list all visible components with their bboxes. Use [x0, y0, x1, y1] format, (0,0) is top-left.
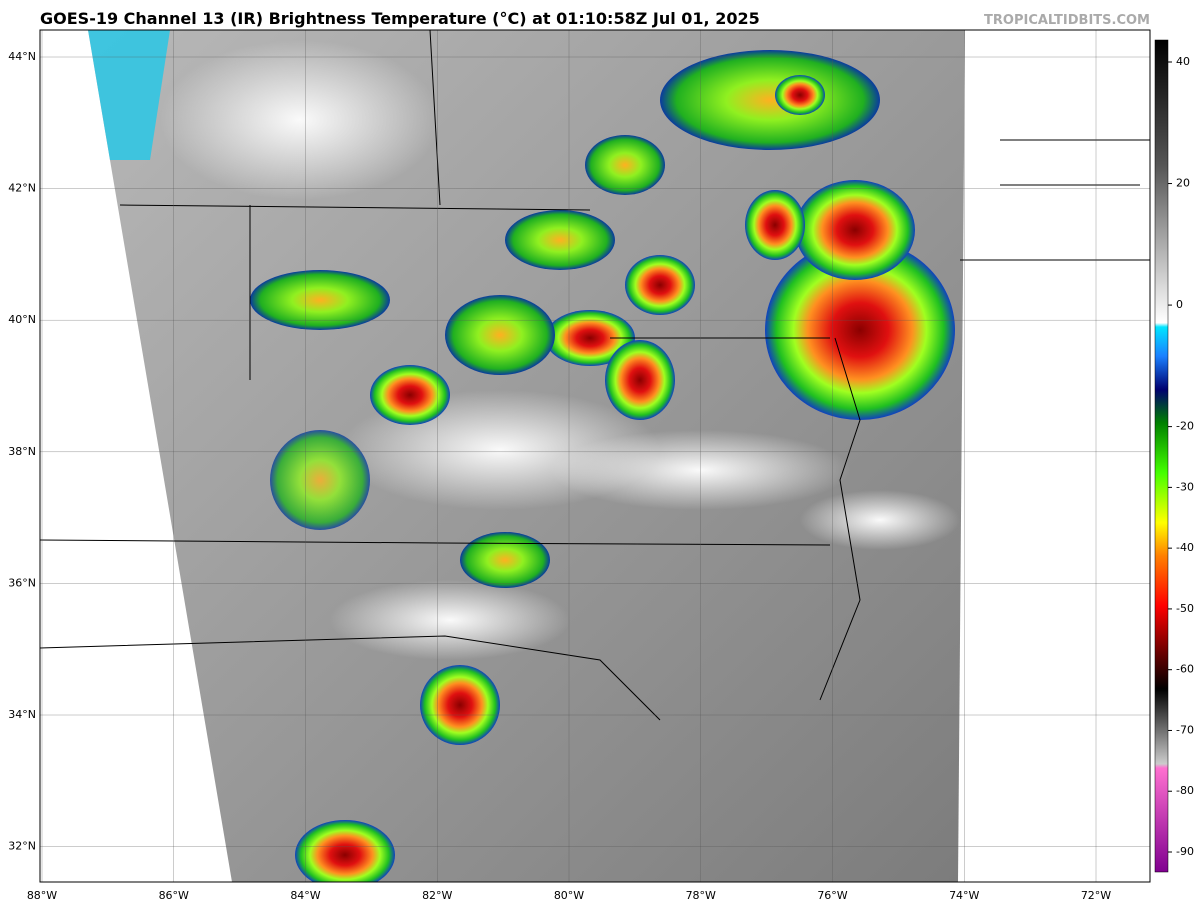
- lon-label: 72°W: [1081, 889, 1111, 902]
- imagery: [88, 30, 965, 882]
- colorbar-label: 20: [1176, 177, 1190, 190]
- colorbar-label: -20: [1176, 420, 1194, 433]
- colorbar: [1154, 39, 1169, 873]
- colorbar-label: -90: [1176, 845, 1194, 858]
- boundaries: [40, 30, 1150, 721]
- colorbar-label: 0: [1176, 298, 1183, 311]
- lon-label: 74°W: [949, 889, 979, 902]
- lat-label: 32°N: [8, 840, 36, 853]
- colorbar-label: -60: [1176, 663, 1194, 676]
- lat-label: 42°N: [8, 182, 36, 195]
- colorbar-label: -70: [1176, 723, 1194, 736]
- title: GOES-19 Channel 13 (IR) Brightness Tempe…: [40, 9, 760, 28]
- colorbar-label: -80: [1176, 784, 1194, 797]
- lon-label: 84°W: [290, 889, 320, 902]
- colorbar-label: 40: [1176, 55, 1190, 68]
- lon-label: 86°W: [159, 889, 189, 902]
- lon-label: 78°W: [686, 889, 716, 902]
- map-frame: [39, 29, 1151, 883]
- colorbar-label: -30: [1176, 480, 1194, 493]
- site-watermark: TROPICALTIDBITS.COM: [984, 13, 1150, 28]
- lon-label: 80°W: [554, 889, 584, 902]
- colorbar-label: -50: [1176, 602, 1194, 615]
- lat-label: 40°N: [8, 313, 36, 326]
- colorbar-label: -40: [1176, 541, 1194, 554]
- lat-label: 34°N: [8, 708, 36, 721]
- lat-label: 36°N: [8, 576, 36, 589]
- lon-label: 88°W: [27, 889, 57, 902]
- graticule: [40, 30, 1150, 882]
- lat-label: 38°N: [8, 445, 36, 458]
- lon-label: 76°W: [817, 889, 847, 902]
- lat-label: 44°N: [8, 50, 36, 63]
- lon-label: 82°W: [422, 889, 452, 902]
